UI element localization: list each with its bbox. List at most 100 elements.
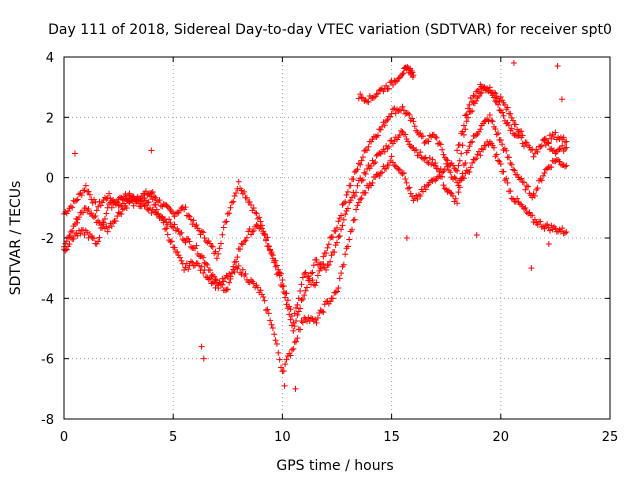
data-point-trace-b (428, 161, 435, 168)
data-point-trace-b (364, 166, 371, 173)
data-point-trace-b (358, 177, 365, 184)
data-point-trace-b (148, 210, 155, 217)
data-point-trace-b (328, 252, 335, 259)
data-point-trace-b (388, 137, 395, 144)
data-point-trace-a (196, 227, 203, 234)
data-point-trace-c (482, 142, 489, 149)
data-point-trace-c (358, 195, 365, 202)
data-point-trace-b (402, 131, 409, 138)
data-point-trace-a (469, 108, 476, 115)
data-point-trace-b (301, 292, 308, 299)
data-point-trace-c (391, 162, 398, 169)
data-point-trace-c (439, 169, 446, 176)
data-point-trace-b (413, 146, 420, 153)
data-point-trace-b (373, 152, 380, 159)
data-point-trace-c (62, 247, 69, 254)
data-point-trace-d (410, 72, 417, 79)
data-point-trace-c (334, 288, 340, 295)
data-point-trace-b (557, 161, 564, 168)
data-point-outlier (200, 355, 207, 362)
data-point-trace-a (426, 132, 433, 139)
data-point-trace-a (93, 207, 100, 214)
data-point-trace-c (272, 337, 279, 344)
data-point-trace-a (508, 125, 515, 132)
data-point-trace-d (512, 121, 519, 128)
y-tick-label: -6 (41, 353, 54, 368)
data-point-trace-c (96, 234, 103, 241)
data-point-trace-a (519, 140, 526, 147)
data-point-trace-b (299, 295, 306, 302)
y-tick-label: -4 (41, 292, 54, 307)
data-point-trace-b (177, 231, 184, 238)
data-point-trace-a (440, 151, 447, 158)
data-point-trace-b (185, 235, 192, 242)
data-point-trace-b (246, 225, 253, 232)
x-tick-label: 10 (274, 430, 291, 445)
data-point-trace-a (357, 161, 364, 168)
data-point-outlier (71, 150, 78, 157)
data-point-trace-a (473, 97, 480, 104)
data-point-trace-b (462, 160, 469, 167)
data-point-trace-b (421, 155, 428, 162)
data-point-trace-c (297, 326, 304, 333)
data-point-trace-c (507, 188, 514, 195)
data-point-trace-d (469, 98, 476, 105)
data-point-trace-c (227, 273, 234, 280)
data-point-trace-c (276, 356, 283, 363)
data-point-trace-a (190, 217, 197, 224)
data-point-trace-c (404, 185, 411, 192)
data-point-trace-a (365, 143, 372, 150)
data-point-trace-b (250, 227, 257, 234)
data-point-trace-a (235, 178, 242, 185)
data-point-trace-c (100, 219, 107, 226)
data-point-trace-a (456, 157, 463, 164)
data-point-trace-c (318, 308, 325, 315)
data-point-trace-c (80, 226, 87, 233)
data-point-trace-a (213, 255, 220, 262)
data-point-trace-b (318, 265, 325, 272)
data-point-trace-c (376, 173, 383, 180)
data-point-trace-b (224, 286, 231, 293)
data-point-trace-d (400, 70, 407, 77)
data-point-trace-a (358, 157, 365, 164)
data-point-trace-c (327, 298, 334, 305)
data-point-trace-a (432, 133, 439, 140)
data-point-trace-b (475, 128, 482, 135)
x-tick-label: 25 (602, 430, 619, 445)
data-point-trace-b (85, 205, 92, 212)
data-point-trace-c (308, 315, 315, 322)
data-point-trace-b (298, 297, 305, 304)
data-point-trace-c (263, 307, 270, 314)
data-point-trace-a (320, 253, 327, 260)
data-point-trace-a (178, 205, 185, 212)
data-point-trace-c (471, 156, 478, 163)
data-point-trace-b (249, 228, 256, 235)
data-point-trace-b (514, 171, 521, 178)
data-point-trace-a (172, 210, 179, 217)
data-point-trace-c (526, 209, 533, 216)
data-point-trace-a (444, 157, 451, 164)
data-point-trace-c (268, 321, 275, 328)
data-point-trace-c (313, 319, 320, 326)
data-point-trace-b (518, 175, 525, 182)
data-point-trace-c (213, 280, 220, 287)
data-point-trace-a (402, 110, 409, 117)
data-point-trace-c (350, 217, 357, 224)
data-point-trace-c (551, 223, 558, 230)
data-point-trace-c (422, 186, 429, 193)
data-point-trace-c (198, 263, 205, 270)
data-point-trace-d (395, 75, 402, 82)
data-point-trace-b (561, 163, 568, 170)
data-point-trace-a (157, 202, 164, 209)
data-point-trace-b (279, 283, 286, 290)
data-point-trace-b (339, 222, 346, 229)
data-point-trace-a (374, 132, 381, 139)
data-point-trace-c (149, 196, 156, 203)
data-point-trace-b (130, 202, 137, 209)
data-point-trace-a (228, 199, 235, 206)
data-point-trace-a (563, 144, 570, 151)
data-point-trace-a (495, 101, 502, 108)
data-point-trace-b (258, 225, 265, 232)
data-point-trace-b (372, 159, 379, 166)
data-point-trace-c (563, 228, 570, 235)
